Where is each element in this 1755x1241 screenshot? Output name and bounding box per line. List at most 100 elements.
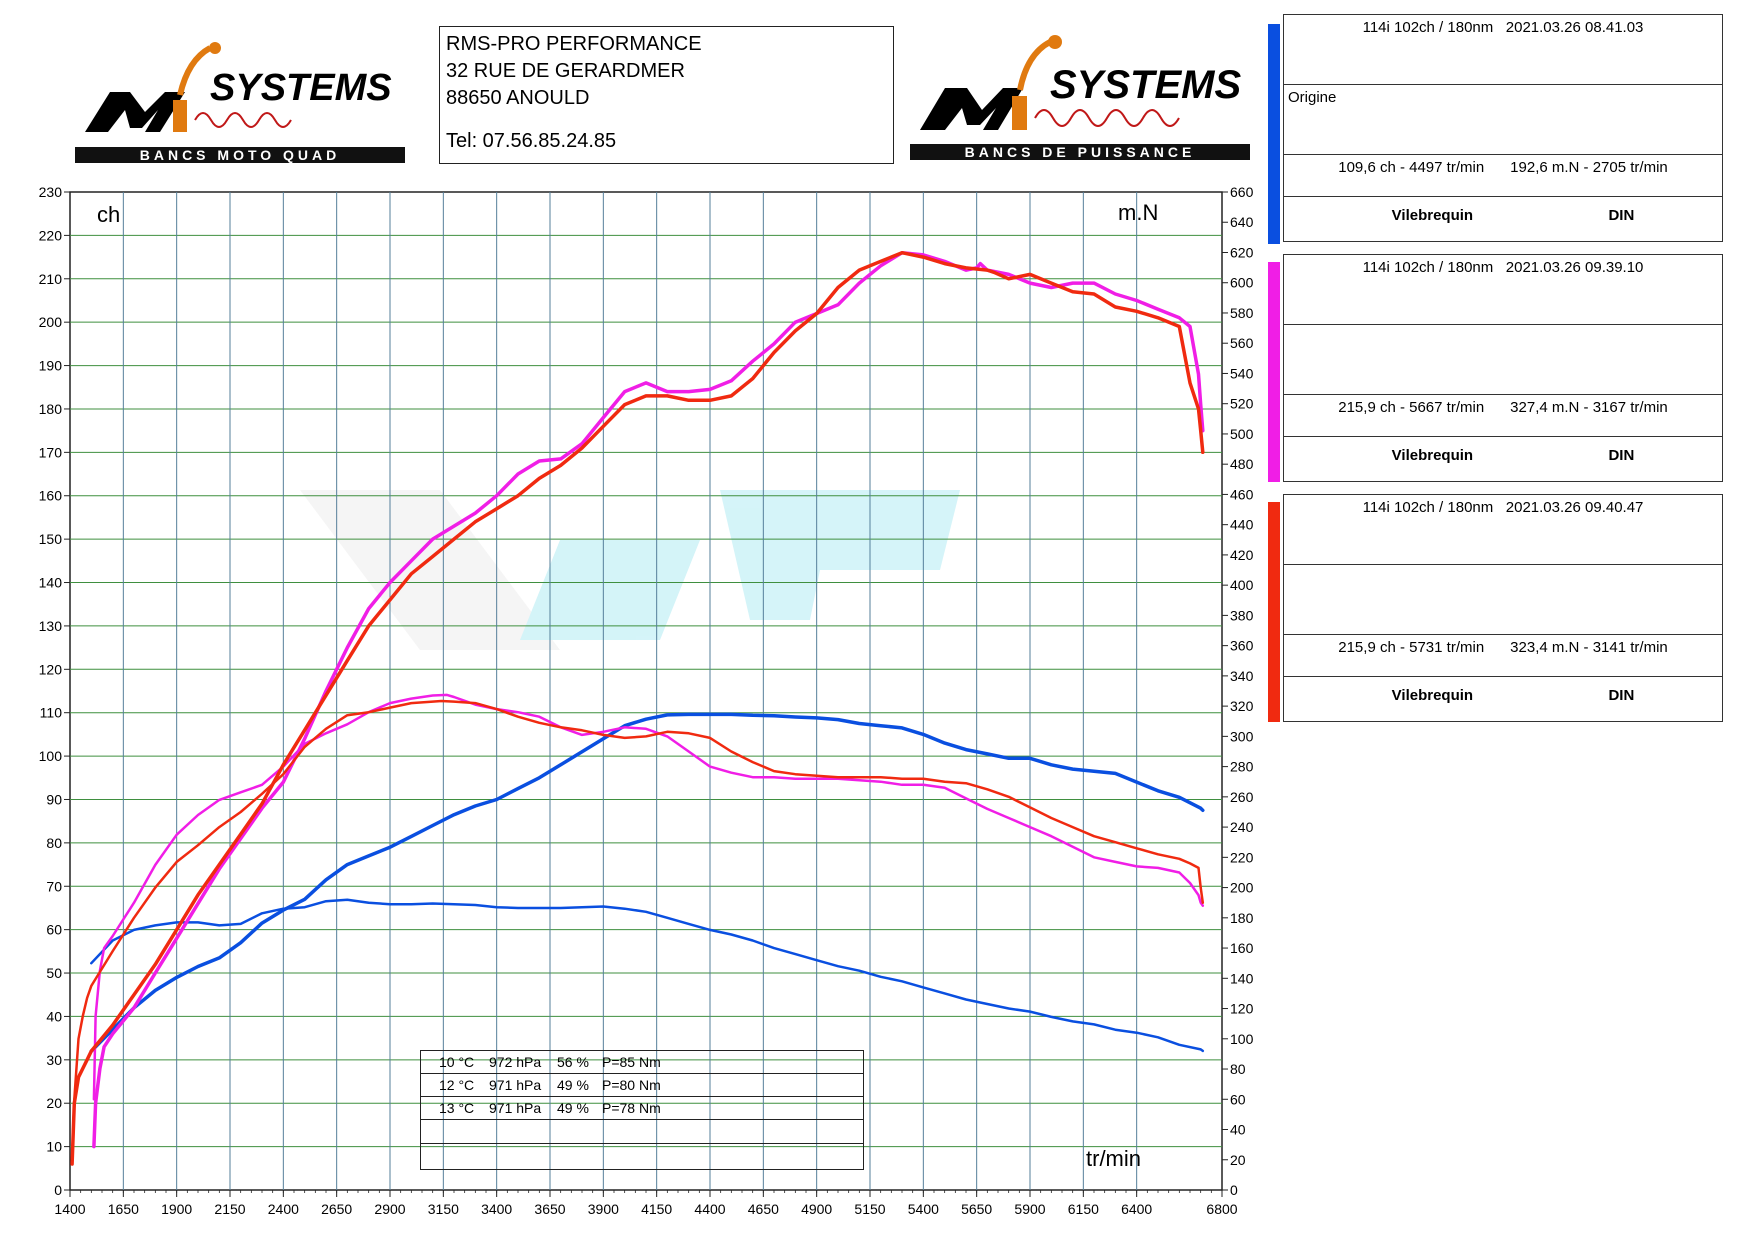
y-left-tick-label: 170	[39, 444, 63, 460]
x-tick-label: 4650	[748, 1201, 779, 1217]
y-right-tick-label: 360	[1230, 638, 1254, 654]
y-left-tick-label: 180	[39, 401, 63, 417]
shop-phone: Tel: 07.56.85.24.85	[446, 130, 617, 152]
y-left-unit-label: ch	[97, 202, 120, 227]
x-tick-label: 4900	[801, 1201, 832, 1217]
x-tick-label: 1900	[161, 1201, 192, 1217]
conditions-row-empty	[421, 1144, 863, 1168]
svg-text:SYSTEMS: SYSTEMS	[1050, 63, 1241, 107]
y-left-tick-label: 40	[46, 1008, 62, 1024]
y-left-tick-label: 70	[46, 878, 62, 894]
run-note	[1284, 565, 1722, 635]
x-tick-label: 3150	[428, 1201, 459, 1217]
y-right-tick-label: 440	[1230, 517, 1254, 533]
run-color-bar-blue	[1268, 24, 1280, 244]
run-method: Vilebrequin DIN	[1391, 687, 1635, 704]
y-right-tick-label: 620	[1230, 244, 1254, 260]
y-left-tick-label: 50	[46, 965, 62, 981]
y-right-tick-label: 0	[1230, 1182, 1238, 1198]
run-results: 215,9 ch - 5667 tr/min 327,4 m.N - 3167 t…	[1284, 395, 1722, 437]
run-header: 114i 102ch / 180nm 2021.03.26 08.41.03	[1284, 15, 1722, 85]
y-right-tick-label: 160	[1230, 940, 1254, 956]
run-method: Vilebrequin DIN	[1391, 207, 1635, 224]
x-tick-label: 2400	[268, 1201, 299, 1217]
y-right-tick-label: 660	[1230, 184, 1254, 200]
y-left-tick-label: 100	[39, 748, 63, 764]
x-tick-label: 6800	[1206, 1201, 1237, 1217]
y-right-tick-label: 280	[1230, 759, 1254, 775]
shop-name: RMS-PRO PERFORMANCE	[446, 33, 702, 55]
run-color-bar-magenta	[1268, 262, 1280, 482]
run-results: 109,6 ch - 4497 tr/min 192,6 m.N - 2705 t…	[1284, 155, 1722, 197]
x-tick-label: 5650	[961, 1201, 992, 1217]
y-right-tick-label: 540	[1230, 365, 1254, 381]
y-right-tick-label: 600	[1230, 275, 1254, 291]
x-tick-label: 2150	[214, 1201, 245, 1217]
x-tick-label: 1400	[54, 1201, 85, 1217]
run-header: 114i 102ch / 180nm 2021.03.26 09.40.47	[1284, 495, 1722, 565]
power-curve-0	[89, 712, 1205, 1053]
y-right-tick-label: 60	[1230, 1091, 1246, 1107]
y-right-tick-label: 100	[1230, 1031, 1254, 1047]
y-right-tick-label: 300	[1230, 728, 1254, 744]
y-left-tick-label: 20	[46, 1095, 62, 1111]
y-right-tick-label: 200	[1230, 880, 1254, 896]
misystems-moto-logo: SYSTEMS BANCS MOTO QUAD	[75, 42, 405, 163]
y-right-tick-label: 120	[1230, 1001, 1254, 1017]
torque-curve-3	[92, 693, 1205, 1101]
shop-street: 32 RUE DE GERARDMER	[446, 60, 685, 82]
run-header: 114i 102ch / 180nm 2021.03.26 09.39.10	[1284, 255, 1722, 325]
y-right-tick-label: 500	[1230, 426, 1254, 442]
run-note: Origine	[1284, 85, 1722, 155]
conditions-row: 10 °C 972 hPa 56 % P=85 Nm	[421, 1051, 863, 1074]
y-right-tick-label: 140	[1230, 970, 1254, 986]
y-left-tick-label: 210	[39, 271, 63, 287]
y-right-tick-label: 340	[1230, 668, 1254, 684]
conditions-row: 13 °C 971 hPa 49 % P=78 Nm	[421, 1097, 863, 1120]
y-left-tick-label: 30	[46, 1052, 62, 1068]
y-left-tick-label: 80	[46, 835, 62, 851]
shop-city: 88650 ANOULD	[446, 87, 590, 109]
y-right-tick-label: 480	[1230, 456, 1254, 472]
torque-curve-1	[90, 898, 1205, 1053]
y-right-tick-label: 580	[1230, 305, 1254, 321]
svg-text:BANCS DE PUISSANCE: BANCS DE PUISSANCE	[965, 144, 1196, 160]
y-right-tick-label: 80	[1230, 1061, 1246, 1077]
x-tick-label: 2650	[321, 1201, 352, 1217]
conditions-row: 12 °C 971 hPa 49 % P=80 Nm	[421, 1074, 863, 1097]
run-color-bar-red	[1268, 502, 1280, 722]
x-tick-label: 6150	[1068, 1201, 1099, 1217]
y-left-tick-label: 130	[39, 618, 63, 634]
x-tick-label: 5400	[908, 1201, 939, 1217]
dyno-chart: 0 10 20 30 40 50 60 70 80 90 100 110 120 130 140 150 160…	[39, 184, 1254, 1217]
x-tick-label: 1650	[108, 1201, 139, 1217]
y-left-tick-label: 200	[39, 314, 63, 330]
conditions-row-empty	[421, 1120, 863, 1144]
y-left-tick-label: 160	[39, 488, 63, 504]
x-tick-label: 2900	[374, 1201, 405, 1217]
y-right-tick-label: 240	[1230, 819, 1254, 835]
y-left-tick-label: 220	[39, 227, 63, 243]
y-left-tick-label: 10	[46, 1139, 62, 1155]
y-left-tick-label: 90	[46, 791, 62, 807]
x-unit-label: tr/min	[1086, 1146, 1141, 1171]
y-left-tick-label: 120	[39, 661, 63, 677]
run-method: Vilebrequin DIN	[1391, 447, 1635, 464]
x-tick-label: 5150	[854, 1201, 885, 1217]
y-right-tick-label: 20	[1230, 1152, 1246, 1168]
svg-text:SYSTEMS: SYSTEMS	[210, 67, 392, 109]
x-tick-label: 4400	[694, 1201, 725, 1217]
conditions-table: 10 °C 972 hPa 56 % P=85 Nm 12 °C 971 hPa 49 %…	[420, 1050, 864, 1170]
y-right-tick-label: 560	[1230, 335, 1254, 351]
y-right-tick-label: 180	[1230, 910, 1254, 926]
y-left-tick-label: 60	[46, 922, 62, 938]
y-right-tick-label: 400	[1230, 577, 1254, 593]
x-tick-label: 4150	[641, 1201, 672, 1217]
y-right-tick-label: 380	[1230, 607, 1254, 623]
power-curve-4	[70, 250, 1205, 1166]
shop-address-box: RMS-PRO PERFORMANCE 32 RUE DE GERARDMER …	[439, 26, 894, 164]
svg-text:BANCS MOTO QUAD: BANCS MOTO QUAD	[140, 147, 341, 163]
y-right-tick-label: 460	[1230, 486, 1254, 502]
run-card-3: 114i 102ch / 180nm 2021.03.26 09.40.47 2…	[1283, 494, 1723, 722]
y-right-tick-label: 420	[1230, 547, 1254, 563]
